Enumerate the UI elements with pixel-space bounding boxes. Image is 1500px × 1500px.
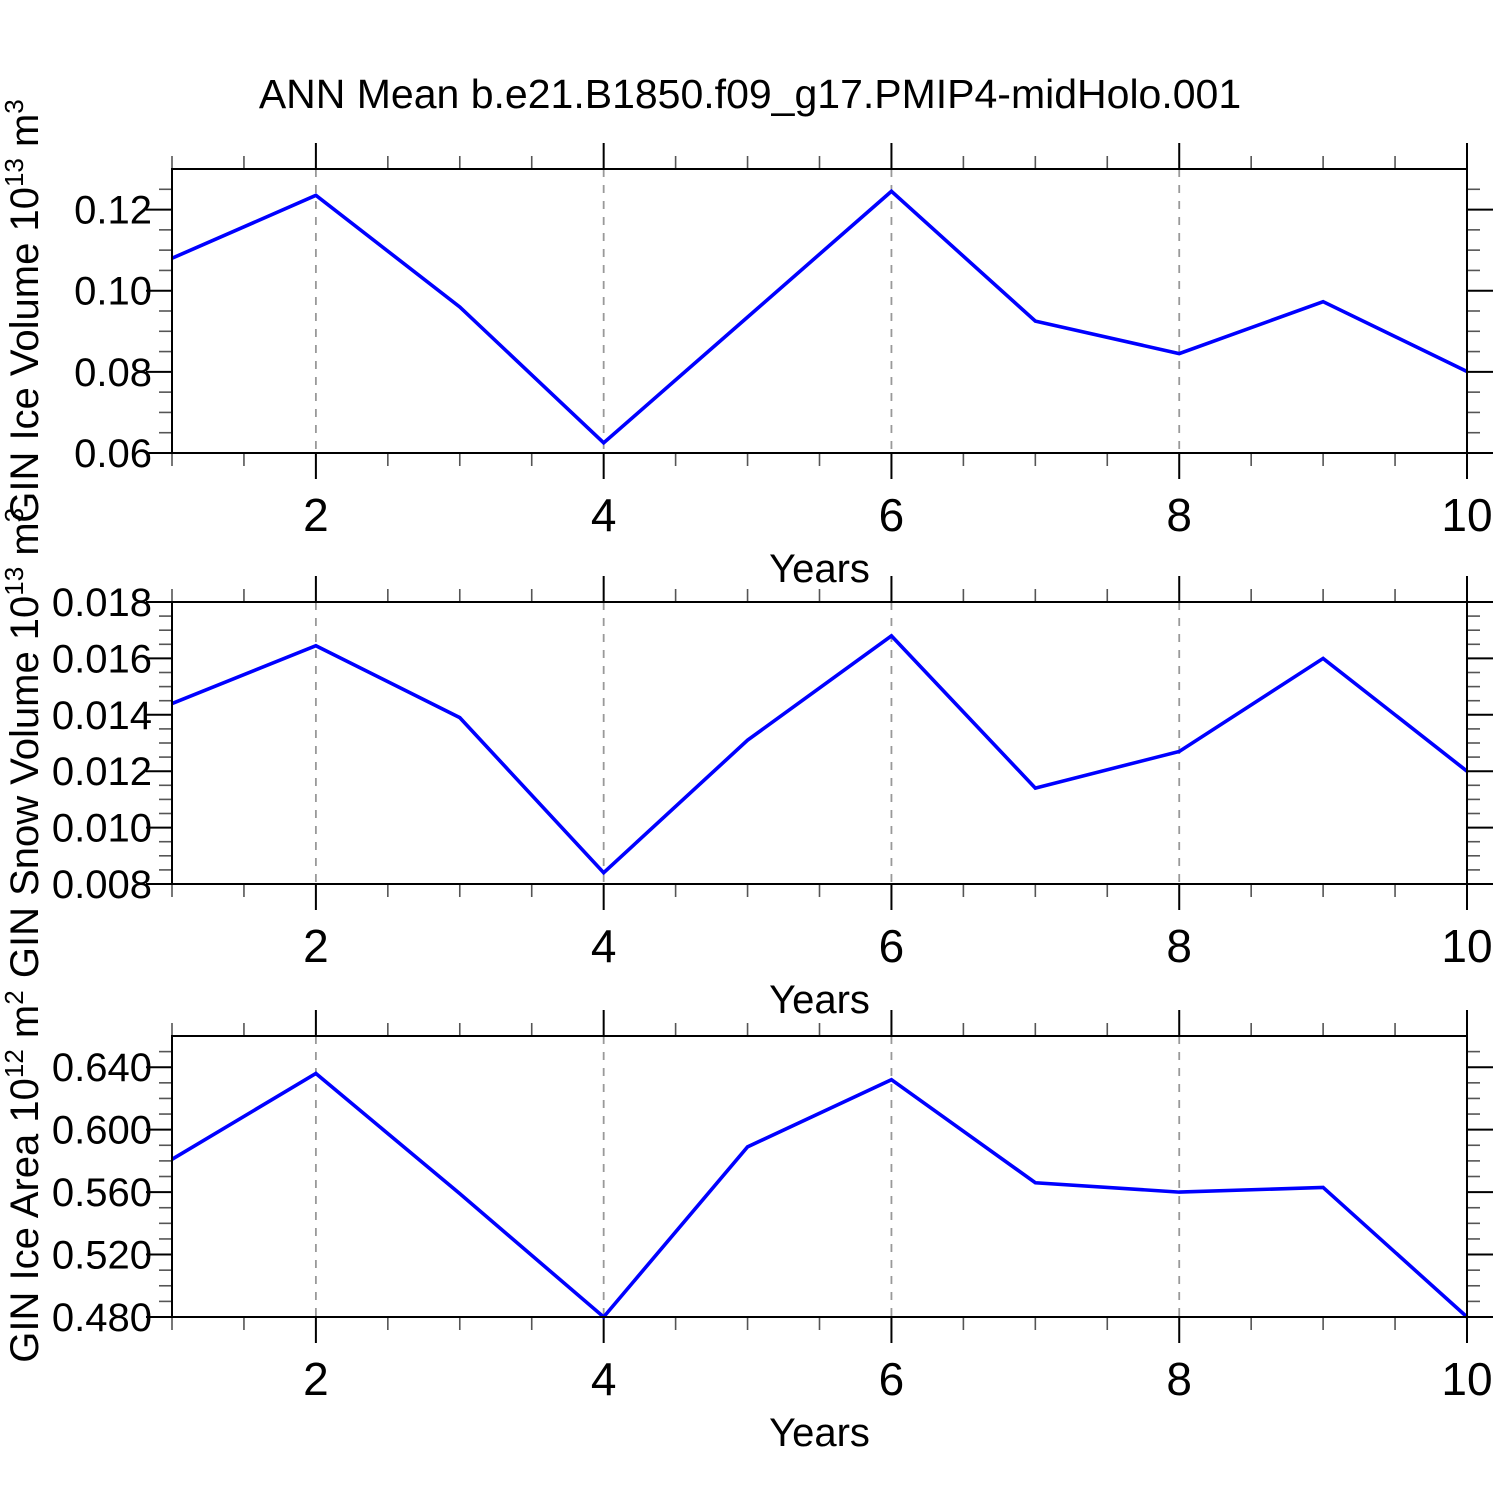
x-tick-labels: 2 4 6 8 10	[303, 920, 1492, 972]
x-axis-label: Years	[769, 978, 870, 1022]
x-tick-label: 10	[1441, 489, 1492, 541]
y-tick-label: 0.10	[74, 270, 152, 314]
grid-lines	[314, 1036, 1181, 1317]
x-tick-label: 10	[1441, 920, 1492, 972]
y-tick-label: 0.018	[52, 581, 152, 625]
x-tick-labels: 2 4 6 8 10	[303, 489, 1492, 541]
x-tick-label: 2	[303, 920, 329, 972]
y-tick-label: 0.016	[52, 637, 152, 681]
x-tick-label: 6	[879, 920, 905, 972]
y-tick-label: 0.640	[52, 1046, 152, 1090]
x-tick-label: 8	[1166, 489, 1192, 541]
figure-title: ANN Mean b.e21.B1850.f09_g17.PMIP4-midHo…	[259, 71, 1241, 117]
y-tick-label: 0.480	[52, 1296, 152, 1340]
y-tick-label: 0.12	[74, 189, 152, 233]
x-tick-label: 4	[591, 489, 617, 541]
data-line-gin-snow-volume	[171, 633, 1469, 876]
y-tick-label: 0.520	[52, 1234, 152, 1278]
x-tick-label: 2	[303, 489, 329, 541]
y-tick-label: 0.08	[74, 351, 152, 395]
chart-panel-gin-snow-volume: 0.008 0.010 0.012 0.014 0.016 0.018 2 4 6 8 10 Year…	[0, 508, 1493, 1022]
chart-panel-gin-ice-area: 0.480 0.520 0.560 0.600 0.640 2 4 6 8 10 Years GIN …	[0, 990, 1493, 1455]
y-axis-label: GIN Ice Volume 1013 m3	[0, 99, 47, 523]
x-tick-label: 8	[1166, 1353, 1192, 1405]
x-tick-label: 10	[1441, 1353, 1492, 1405]
y-ticks	[146, 1050, 1493, 1318]
plot-frame	[171, 168, 1468, 454]
y-ticks	[146, 601, 1493, 885]
plot-frame	[171, 601, 1468, 885]
y-tick-labels: 0.06 0.08 0.10 0.12	[74, 189, 152, 476]
y-tick-label: 0.560	[52, 1171, 152, 1215]
grid-lines	[314, 169, 1181, 453]
x-tick-label: 6	[879, 1353, 905, 1405]
y-tick-label: 0.012	[52, 750, 152, 794]
x-tick-label: 6	[879, 489, 905, 541]
grid-lines	[314, 602, 1181, 884]
x-tick-labels: 2 4 6 8 10	[303, 1353, 1492, 1405]
x-ticks	[171, 576, 1468, 910]
x-tick-label: 4	[591, 920, 617, 972]
y-tick-labels: 0.008 0.010 0.012 0.014 0.016 0.018	[52, 581, 152, 907]
y-tick-label: 0.600	[52, 1109, 152, 1153]
x-axis-label: Years	[769, 1411, 870, 1455]
plot-frame	[171, 1035, 1468, 1318]
data-line-gin-ice-volume	[171, 188, 1468, 446]
chart-panel-gin-ice-volume: 0.06 0.08 0.10 0.12 2 4 6 8 10 Years GIN Ice Volum…	[0, 99, 1493, 591]
y-axis-label: GIN Snow Volume 1013 m3	[0, 508, 47, 978]
y-tick-labels: 0.480 0.520 0.560 0.600 0.640	[52, 1046, 152, 1340]
data-line-gin-ice-area	[171, 1071, 1469, 1320]
y-tick-label: 0.008	[52, 863, 152, 907]
x-ticks	[171, 143, 1468, 479]
x-tick-label: 2	[303, 1353, 329, 1405]
x-tick-label: 4	[591, 1353, 617, 1405]
x-axis-label: Years	[769, 547, 870, 591]
y-tick-label: 0.010	[52, 807, 152, 851]
y-axis-label: GIN Ice Area 1012 m2	[0, 990, 47, 1362]
y-tick-label: 0.06	[74, 432, 152, 476]
x-tick-label: 8	[1166, 920, 1192, 972]
y-ticks	[146, 188, 1493, 454]
y-tick-label: 0.014	[52, 694, 152, 738]
x-ticks	[171, 1010, 1468, 1343]
